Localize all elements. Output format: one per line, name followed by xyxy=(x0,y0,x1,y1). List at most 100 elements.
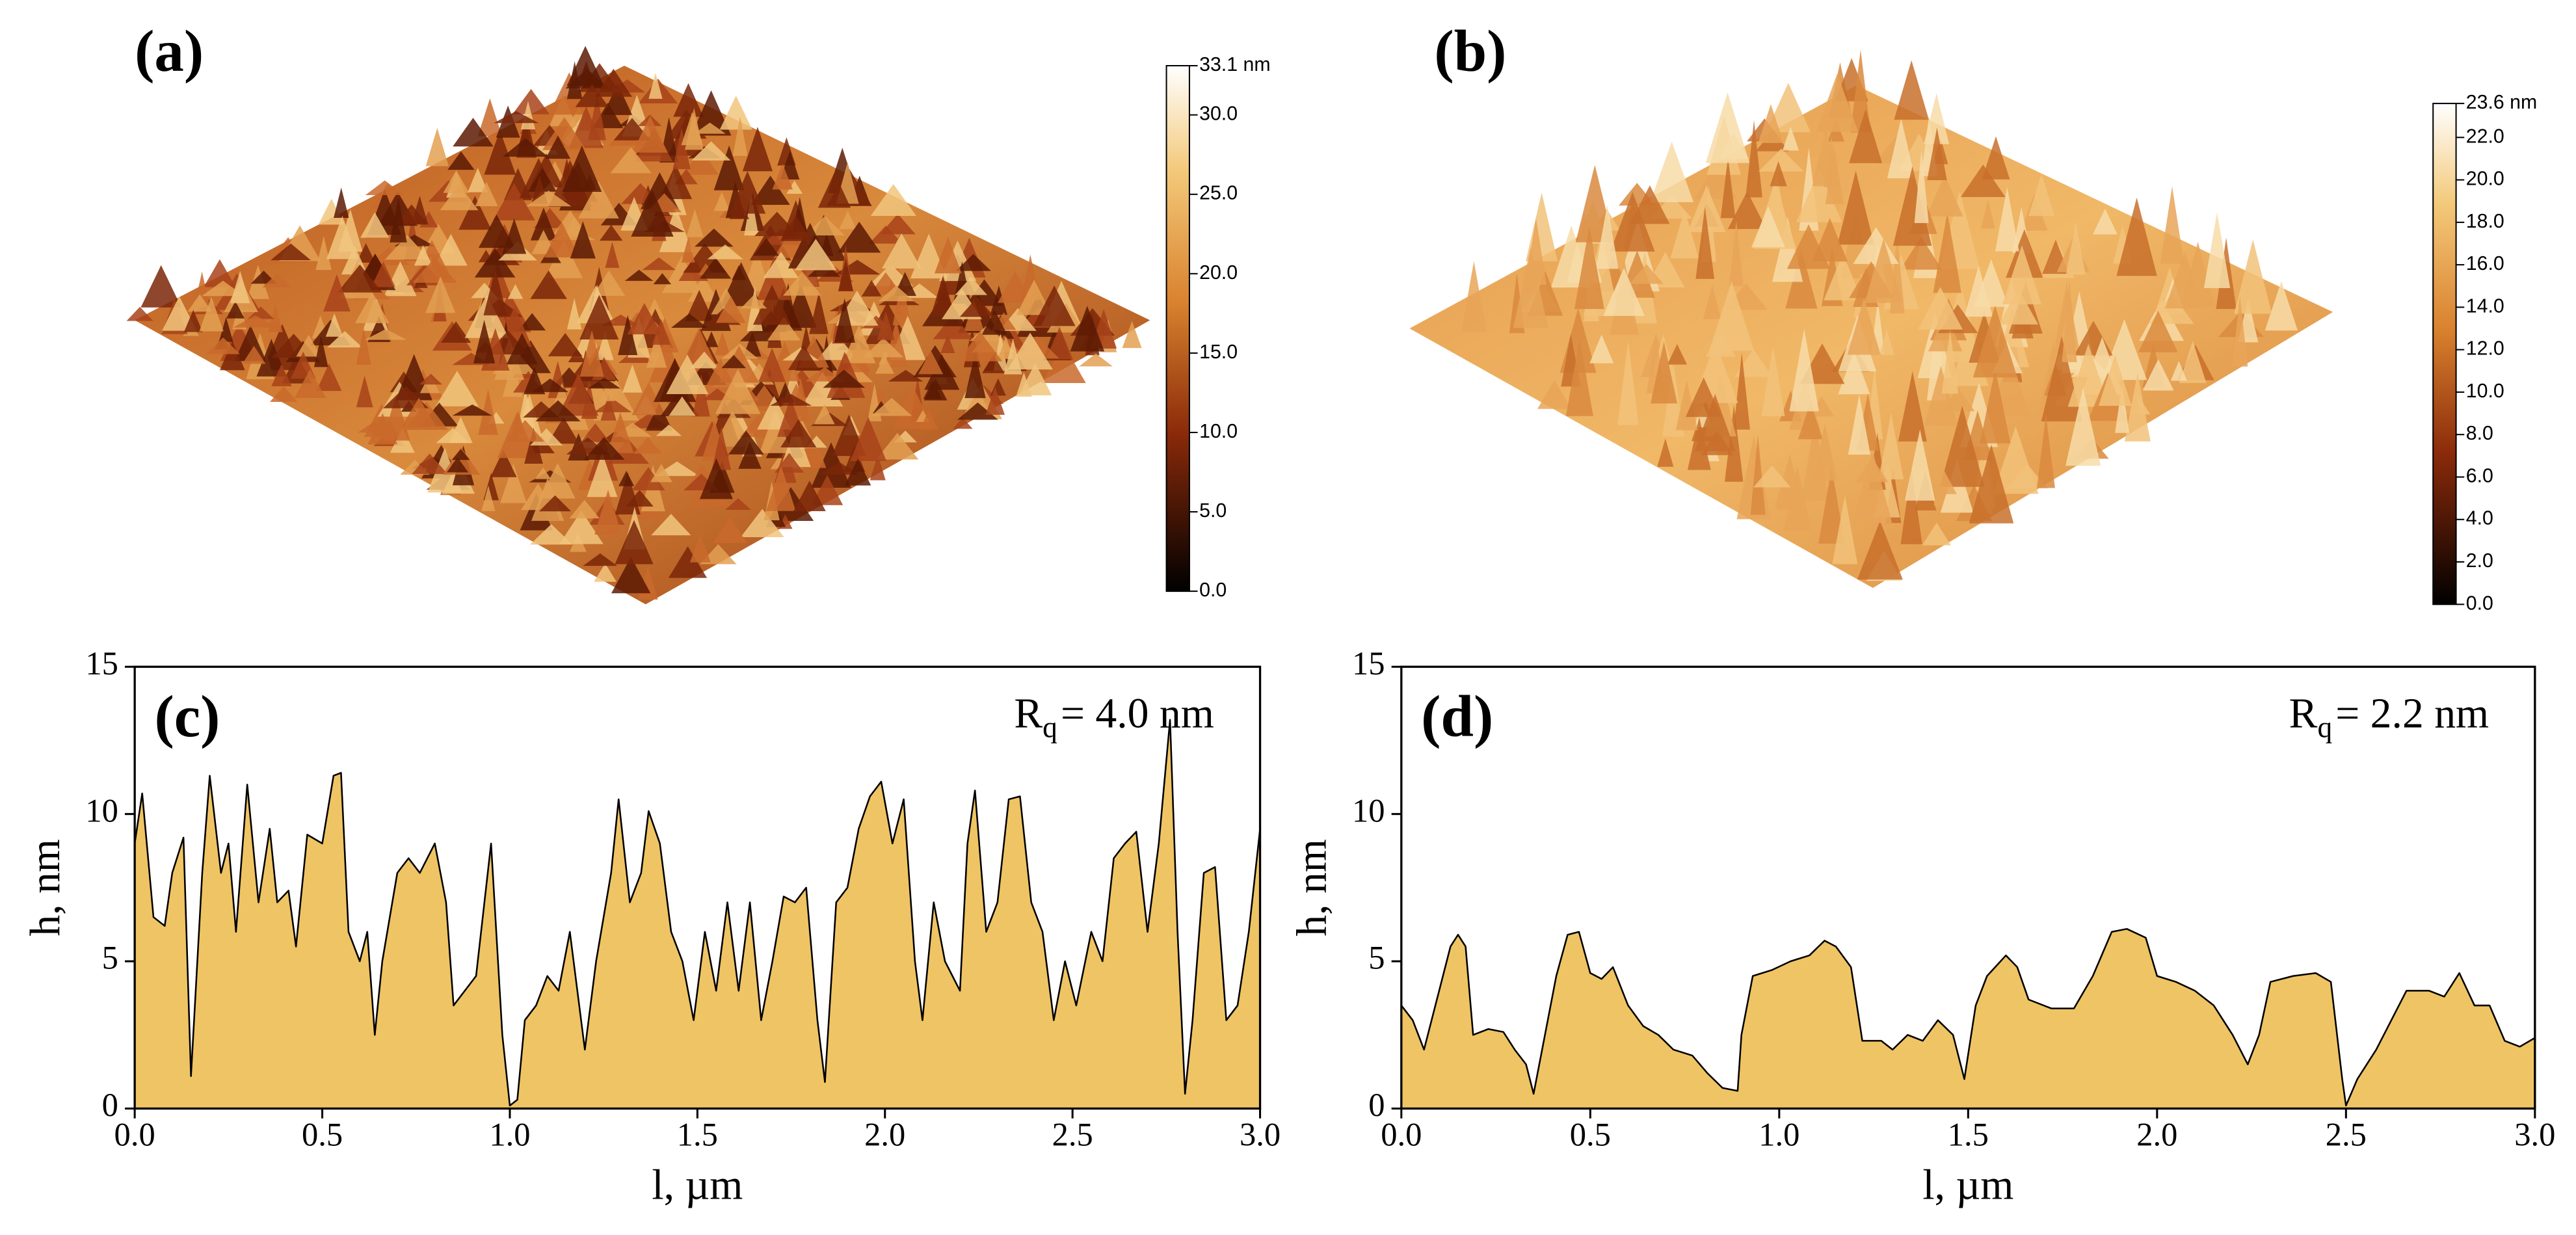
surface-peak xyxy=(740,295,767,309)
surface-peak xyxy=(1537,380,1572,409)
surface-peak xyxy=(1927,127,1947,180)
surface-peak xyxy=(477,98,503,137)
surface-peak xyxy=(671,313,708,328)
x-tick-label: 3.0 xyxy=(2514,1117,2555,1153)
colorbar-tick-label: 14.0 xyxy=(2466,295,2504,317)
surface-peak xyxy=(506,332,538,365)
surface-peak xyxy=(425,127,449,166)
x-tick-label: 2.0 xyxy=(2136,1117,2177,1153)
surface-peak xyxy=(313,335,328,367)
surface-peak xyxy=(1667,344,1688,365)
surface-peak xyxy=(2116,197,2157,276)
surface-peak xyxy=(271,243,311,261)
surface-peak xyxy=(618,470,635,486)
surface-peak xyxy=(481,485,496,511)
surface-peak xyxy=(1751,206,1785,248)
surface-peak xyxy=(1865,238,1903,303)
surface-peak xyxy=(691,141,731,161)
surface-peak xyxy=(1603,267,1645,316)
surface-peak xyxy=(631,382,666,416)
surface-peak xyxy=(1838,351,1870,395)
x-tick-label: 0.0 xyxy=(1381,1117,1422,1153)
surface-peak xyxy=(434,233,468,266)
surface-peak xyxy=(719,96,752,130)
surface-peak xyxy=(1914,149,1929,224)
surface-peak xyxy=(337,264,382,293)
surface-peak xyxy=(931,276,955,316)
area-fill xyxy=(1401,929,2535,1109)
surface-peak xyxy=(793,481,826,511)
surface-peak xyxy=(230,271,250,304)
surface-peak xyxy=(440,184,479,211)
surface-peak xyxy=(425,276,456,313)
surface-peak xyxy=(1041,344,1086,383)
surface-peak xyxy=(323,274,351,312)
surface-peak xyxy=(234,325,267,362)
surface-peak xyxy=(219,317,233,342)
surface-peak xyxy=(140,265,181,308)
surface-peak xyxy=(981,310,1007,335)
surface-peak xyxy=(1924,365,1958,426)
colorbar-tick-label: 22.0 xyxy=(2466,126,2504,147)
colorbar-tick-label: 30.0 xyxy=(1199,103,1238,125)
surface-peak xyxy=(1818,467,1845,544)
colorbar-tick-label: 2.0 xyxy=(2466,550,2493,572)
y-axis-label: h, nm xyxy=(1288,839,1335,936)
surface-peak xyxy=(1122,321,1142,349)
colorbar-tick-label: 25.0 xyxy=(1199,183,1238,204)
surface-peak xyxy=(1879,328,1894,355)
y-tick-label: 15 xyxy=(1352,645,1385,682)
surface-peak xyxy=(247,306,274,319)
surface-peak xyxy=(775,453,804,473)
surface-peak xyxy=(2093,208,2118,235)
surface-peak xyxy=(1789,328,1819,412)
surface-peak xyxy=(371,261,395,287)
surface-peak xyxy=(633,437,663,454)
surface-peak xyxy=(920,408,938,430)
surface-peak xyxy=(699,458,733,499)
surface-peak xyxy=(804,216,845,236)
surface-peak xyxy=(819,462,859,475)
surface-peak xyxy=(692,374,710,417)
surface-peak xyxy=(2264,281,2298,331)
surface-peak xyxy=(269,386,298,403)
surface-peak xyxy=(1770,161,1787,187)
surface-peak xyxy=(559,511,604,544)
surface-peak xyxy=(1837,170,1874,245)
surface-peak xyxy=(2065,222,2086,275)
surface-peak xyxy=(525,191,572,207)
surface-peak xyxy=(1720,157,1736,219)
surface-peak xyxy=(1898,371,1927,442)
surface-peak xyxy=(1694,393,1736,451)
surface-peak xyxy=(500,463,527,503)
surface-peak xyxy=(588,93,606,140)
surface-peak xyxy=(651,319,671,345)
surface-peak xyxy=(742,127,773,172)
surface-peak xyxy=(959,297,995,317)
surface-peak xyxy=(464,295,509,338)
surface-peak xyxy=(681,237,695,263)
annotation-part: q xyxy=(2317,711,2332,744)
colorbar-tick-label: 33.1 nm xyxy=(1199,54,1271,75)
surface-peak xyxy=(1849,109,1883,163)
surface-peak xyxy=(780,215,812,241)
surface-peak xyxy=(580,423,610,442)
surface-peak xyxy=(493,183,535,220)
surface-peak xyxy=(839,211,856,230)
surface-peak xyxy=(334,187,349,219)
surface-peak xyxy=(545,135,571,159)
surface-peak xyxy=(1589,334,1614,364)
surface-peak xyxy=(817,172,851,208)
surface-peak xyxy=(187,294,212,312)
surface-peak xyxy=(326,215,358,259)
colorbar-tick-label: 5.0 xyxy=(1199,500,1227,522)
surface-peak xyxy=(478,389,498,435)
surface-peak xyxy=(478,214,515,248)
surface-peak xyxy=(786,180,803,194)
surface-peak xyxy=(384,235,430,260)
surface-peak xyxy=(611,557,651,594)
surface-peak xyxy=(656,424,682,436)
surface-peak xyxy=(1727,191,1767,230)
surface-peak xyxy=(570,221,596,259)
surface-peak xyxy=(1926,174,1963,217)
